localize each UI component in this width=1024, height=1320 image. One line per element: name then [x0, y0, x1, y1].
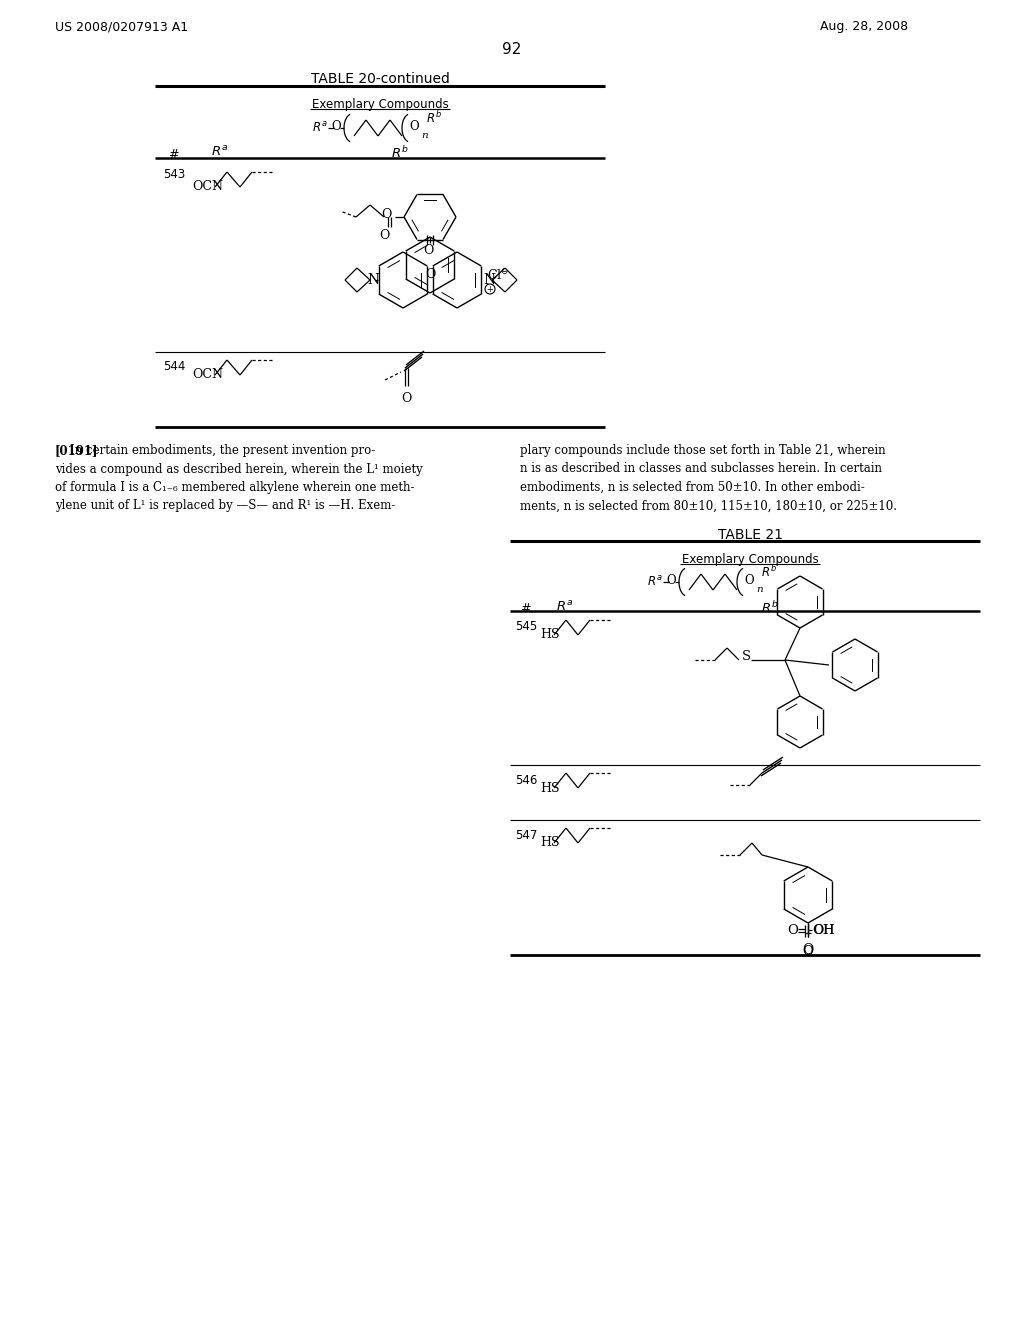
Text: OCN: OCN — [193, 181, 223, 194]
Text: $R^a$: $R^a$ — [211, 145, 228, 158]
Text: O: O — [423, 244, 433, 257]
Text: Exemplary Compounds: Exemplary Compounds — [311, 98, 449, 111]
Text: TABLE 20-continued: TABLE 20-continued — [310, 73, 450, 86]
Text: O: O — [803, 942, 814, 957]
Text: O: O — [744, 574, 754, 587]
Text: TABLE 21: TABLE 21 — [718, 528, 782, 543]
Text: #: # — [168, 148, 178, 161]
Text: $R^a$: $R^a$ — [647, 576, 663, 589]
Text: 547: 547 — [515, 829, 538, 842]
Text: HS: HS — [540, 628, 559, 642]
Text: $R^a$: $R^a$ — [556, 601, 573, 614]
Text: O: O — [379, 228, 389, 242]
Text: $R^b$: $R^b$ — [426, 110, 442, 125]
Text: In certain embodiments, the present invention pro-
vides a compound as described: In certain embodiments, the present inve… — [55, 444, 423, 512]
Text: Aug. 28, 2008: Aug. 28, 2008 — [820, 20, 908, 33]
Text: Exemplary Compounds: Exemplary Compounds — [682, 553, 818, 566]
Text: O: O — [425, 268, 435, 281]
Text: 92: 92 — [503, 42, 521, 57]
Text: N: N — [483, 273, 495, 286]
Text: OH: OH — [813, 924, 835, 937]
Text: O: O — [667, 574, 676, 587]
Text: O: O — [382, 209, 392, 222]
Text: Cl$^{\ominus}$: Cl$^{\ominus}$ — [487, 268, 509, 282]
Text: O: O — [787, 924, 799, 936]
Text: +: + — [486, 285, 494, 293]
Text: 543: 543 — [163, 168, 185, 181]
Text: 545: 545 — [515, 620, 538, 634]
Text: 546: 546 — [515, 774, 538, 787]
Text: O: O — [803, 945, 813, 958]
Text: n: n — [756, 585, 763, 594]
Text: OH: OH — [812, 924, 835, 936]
Text: OCN: OCN — [193, 368, 223, 381]
Text: S: S — [742, 651, 752, 664]
Text: 544: 544 — [163, 360, 185, 374]
Text: O: O — [400, 392, 412, 405]
Text: O: O — [410, 120, 419, 133]
Text: plary compounds include those set forth in Table 21, wherein
n is as described i: plary compounds include those set forth … — [520, 444, 897, 512]
Text: n: n — [421, 131, 428, 140]
Text: $R^b$: $R^b$ — [391, 145, 409, 161]
Text: $R^b$: $R^b$ — [761, 564, 777, 579]
Text: $R^b$: $R^b$ — [761, 601, 778, 616]
Text: US 2008/0207913 A1: US 2008/0207913 A1 — [55, 20, 188, 33]
Text: HS: HS — [540, 837, 559, 850]
Text: N: N — [367, 273, 379, 286]
Text: #: # — [520, 602, 530, 615]
Text: HS: HS — [540, 781, 559, 795]
Text: $R^a$: $R^a$ — [312, 121, 328, 135]
Text: [0191]: [0191] — [55, 444, 98, 457]
Text: O: O — [331, 120, 341, 133]
